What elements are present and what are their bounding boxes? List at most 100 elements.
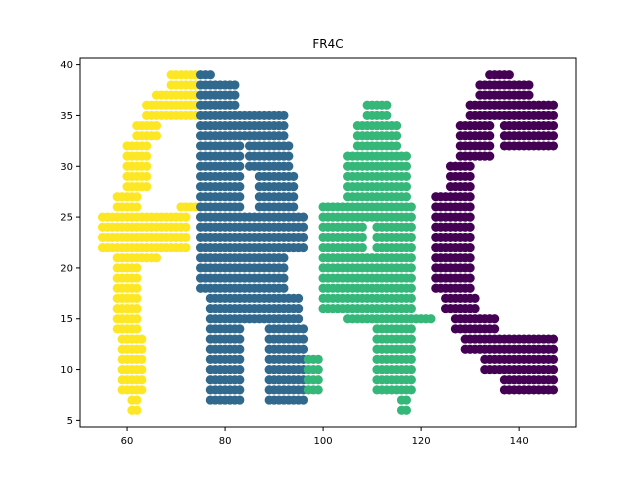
- scatter-point: [548, 131, 559, 141]
- scatter-point: [313, 354, 323, 364]
- scatter-point: [181, 222, 191, 232]
- scatter-point: [279, 263, 289, 273]
- scatter-point: [406, 354, 416, 364]
- scatter-point: [357, 222, 367, 232]
- scatter-point: [406, 222, 416, 232]
- scatter-point: [465, 212, 475, 222]
- scatter-point: [132, 303, 142, 314]
- scatter-point: [406, 212, 416, 222]
- x-tick-label: 100: [314, 436, 333, 447]
- scatter-point: [406, 232, 416, 243]
- scatter-point: [181, 212, 191, 222]
- scatter-point: [132, 263, 142, 273]
- scatter-point: [406, 324, 416, 334]
- scatter-point: [465, 171, 475, 182]
- scatter-point: [137, 334, 147, 344]
- scatter-point: [401, 151, 412, 161]
- scatter-point: [279, 253, 289, 263]
- scatter-point: [235, 161, 245, 171]
- scatter-point: [151, 131, 162, 141]
- scatter-point: [490, 324, 500, 334]
- scatter-point: [406, 273, 416, 283]
- scatter-point: [465, 273, 475, 283]
- scatter-point: [548, 354, 559, 364]
- scatter-point: [235, 375, 245, 385]
- y-tick-label: 30: [60, 162, 73, 173]
- scatter-point: [490, 314, 500, 324]
- y-axis: 5 10 15 20 25 30 35 40: [60, 60, 80, 427]
- scatter-point: [284, 161, 294, 171]
- scatter-point: [401, 405, 412, 415]
- scatter-point: [382, 100, 392, 110]
- scatter-point: [132, 273, 142, 283]
- scatter-point: [142, 171, 152, 182]
- scatter-point: [289, 181, 299, 192]
- scatter-point: [406, 344, 416, 354]
- scatter-point: [230, 100, 240, 110]
- scatter-point: [151, 253, 162, 263]
- scatter-point: [298, 395, 309, 405]
- x-tick-label: 140: [510, 436, 529, 447]
- scatter-point: [132, 405, 142, 415]
- scatter-point: [298, 222, 309, 232]
- scatter-point: [313, 375, 323, 385]
- x-tick-label: 120: [412, 436, 431, 447]
- scatter-point: [406, 202, 416, 212]
- scatter-point: [235, 354, 245, 364]
- plot-frame: [79, 57, 577, 428]
- scatter-point: [205, 70, 215, 80]
- scatter-point: [289, 202, 299, 212]
- scatter-point: [426, 314, 436, 324]
- scatter-point: [406, 375, 416, 385]
- scatter-point: [485, 131, 495, 141]
- y-tick-label: 25: [60, 213, 73, 224]
- scatter-point: [298, 334, 309, 344]
- chart-title: FR4C: [312, 37, 343, 51]
- scatter-point: [465, 202, 475, 212]
- data-points: [97, 70, 559, 415]
- scatter-point: [313, 385, 323, 395]
- scatter-point: [235, 151, 245, 161]
- scatter-point: [137, 375, 147, 385]
- scatter-point: [235, 192, 245, 202]
- scatter-point: [485, 151, 495, 161]
- scatter-point: [230, 80, 240, 90]
- scatter-point: [357, 232, 367, 243]
- scatter-point: [465, 181, 475, 192]
- scatter-point: [548, 100, 559, 110]
- scatter-point: [406, 303, 416, 314]
- scatter-point: [465, 283, 475, 293]
- scatter-point: [465, 192, 475, 202]
- scatter-point: [406, 364, 416, 375]
- scatter-point: [230, 90, 240, 100]
- scatter-point: [357, 242, 367, 253]
- scatter-point: [548, 121, 559, 131]
- y-tick-label: 15: [60, 314, 73, 325]
- scatter-point: [181, 242, 191, 253]
- scatter-point: [235, 385, 245, 395]
- scatter-point: [279, 110, 289, 121]
- scatter-point: [548, 364, 559, 375]
- scatter-point: [293, 303, 304, 314]
- scatter-point: [298, 232, 309, 243]
- scatter-point: [470, 293, 480, 304]
- scatter-point: [142, 181, 152, 192]
- scatter-point: [181, 232, 191, 243]
- x-axis: 60 80 100 120 140: [121, 427, 529, 447]
- scatter-point: [235, 334, 245, 344]
- scatter-point: [313, 364, 323, 375]
- scatter-point: [406, 263, 416, 273]
- scatter-point: [406, 283, 416, 293]
- scatter-point: [235, 181, 245, 192]
- scatter-point: [406, 334, 416, 344]
- x-tick-label: 80: [219, 436, 232, 447]
- scatter-point: [235, 324, 245, 334]
- scatter-point: [401, 181, 412, 192]
- scatter-point: [137, 385, 147, 395]
- scatter-point: [465, 222, 475, 232]
- y-tick-label: 40: [60, 60, 73, 71]
- scatter-point: [235, 202, 245, 212]
- scatter-point: [132, 324, 142, 334]
- scatter-point: [279, 121, 289, 131]
